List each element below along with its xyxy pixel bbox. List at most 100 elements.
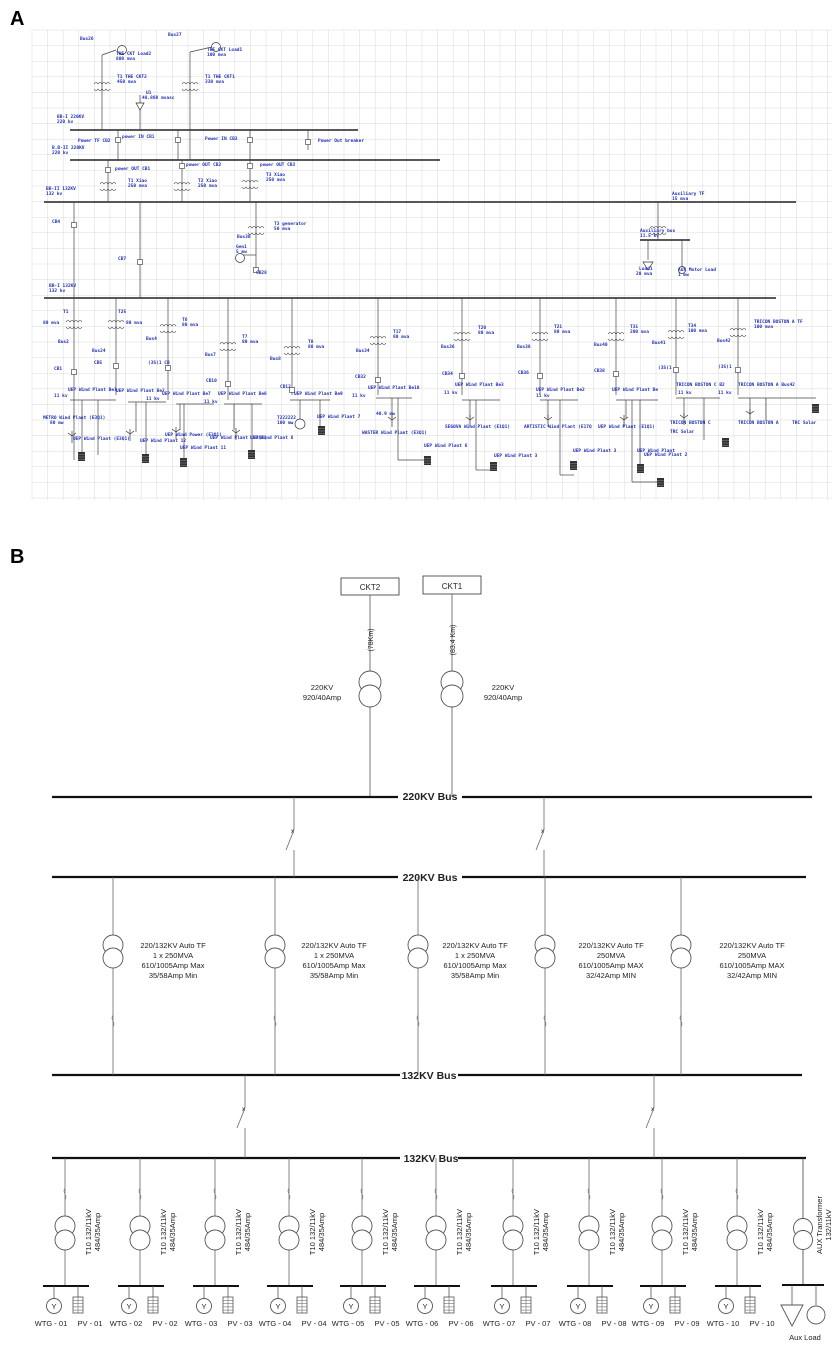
- incoming-transformers: [358, 670, 464, 708]
- sim-label: Load1: [639, 266, 653, 272]
- sim-label: TRICON BOSTON A: [738, 420, 779, 426]
- auto-tf-3-label-1: 220/132KV Auto TF: [442, 941, 508, 950]
- wtg-generator-symbol: [643, 1298, 659, 1314]
- bus-220kv-top-label: 220KV Bus: [403, 791, 458, 803]
- breaker-10: [71, 369, 77, 375]
- pv-panel-8: [637, 464, 644, 473]
- feeder-3: T10 132/11kV 484/35Amp Y WTG - 03 PV - 03: [185, 1158, 253, 1328]
- load1-symbol: [642, 261, 654, 271]
- breaker-6: [247, 163, 253, 169]
- wtg-generator-symbol: [121, 1298, 137, 1314]
- sim-label: CB4: [52, 219, 60, 225]
- feeder-tf-coil-b: [204, 1229, 226, 1251]
- wtg-label: WTG - 05: [332, 1319, 365, 1328]
- feeder-tf-amp: 484/35Amp: [168, 1213, 177, 1251]
- auto-tf-1-label-2: 1 x 250MVA: [153, 951, 193, 960]
- sim-label: BB-I 220KV: [57, 114, 84, 120]
- transformer-0: [93, 82, 111, 91]
- feeder-tf-coil-b: [54, 1229, 76, 1251]
- pv-label: PV - 02: [152, 1319, 177, 1328]
- sim-label: CB12: [280, 384, 291, 390]
- wtg-label: WTG - 03: [185, 1319, 218, 1328]
- feeder-tf-coil-b: [578, 1229, 600, 1251]
- feeder-tf-rating: T10 132/11kV: [381, 1209, 390, 1255]
- sim-label: 80 mva: [182, 322, 199, 328]
- transformer-17: [729, 328, 747, 337]
- sim-label: SEGOVA Wind Plant (E1Q1): [445, 424, 510, 430]
- sim-label: Bus38: [517, 344, 531, 350]
- sim-label: TRICON BOSTON A Bus42: [738, 382, 795, 388]
- sim-label: 80 mva: [242, 339, 259, 345]
- wtg-generator-glyph: Y: [723, 1302, 728, 1311]
- sim-label: 200 mva: [630, 329, 649, 335]
- auto-tf-3-label-2: 1 x 250MVA: [455, 951, 495, 960]
- aux-tf-label-1: AUX Transformer: [815, 1196, 824, 1254]
- pv-panel-9: [657, 478, 664, 487]
- aux-load-triangle: [780, 1304, 804, 1327]
- sim-label: Bus30: [237, 234, 251, 240]
- sim-label: T3 Xiao: [266, 172, 285, 178]
- pv-label: PV - 03: [227, 1319, 252, 1328]
- sim-label: CB1: [54, 366, 62, 372]
- wtg-generator-glyph: Y: [575, 1302, 580, 1311]
- ckt2-line-length: (78Km): [368, 629, 375, 652]
- sim-label: Auxiliary TF: [672, 191, 705, 197]
- sim-label: TRC Solar: [792, 420, 817, 426]
- feeder-tf-rating: T10 132/11kV: [756, 1209, 765, 1255]
- sim-label: UEP Wind Plant 11: [180, 445, 226, 451]
- aux-tf-coil-b: [793, 1230, 813, 1250]
- breaker-2: [247, 137, 253, 143]
- feeder-tf-coil-b: [351, 1229, 373, 1251]
- feeder-9: T10 132/11kV 484/35Amp Y WTG - 09 PV - 09: [632, 1158, 700, 1328]
- sim-label: UEP Wind Plant Be9: [294, 391, 343, 397]
- wtg-generator-glyph: Y: [348, 1302, 353, 1311]
- sim-label: Bus4: [146, 336, 157, 342]
- sim-label: THE CKT Load1: [207, 47, 243, 53]
- sim-label: Power TF CB2: [78, 138, 111, 144]
- sim-label: UEP Wind Plant Be8: [218, 391, 267, 397]
- transformer-8: [107, 320, 125, 329]
- wtg-label: WTG - 08: [559, 1319, 592, 1328]
- svg-text:x: x: [291, 829, 294, 835]
- sim-label: 11 kv: [204, 399, 218, 405]
- pv-panel-6: [490, 462, 497, 471]
- sim-label: 80 mw: [50, 420, 64, 426]
- wind-turbine-8: [679, 413, 689, 425]
- sim-label: BB-II 132KV: [46, 186, 76, 192]
- incoming-tf-1-coil-b: [358, 684, 382, 708]
- wtg-generator-symbol: [494, 1298, 510, 1314]
- sim-label: UEP Wind Plant Be10: [368, 385, 420, 391]
- sim-label: 100 mva: [688, 328, 707, 334]
- sim-label: Bus8: [270, 356, 281, 362]
- sim-label: 11 kv: [444, 390, 458, 396]
- breaker-11: [113, 363, 119, 369]
- canvas-grid: [31, 29, 832, 500]
- wtg-label: WTG - 01: [35, 1319, 68, 1328]
- breaker-12: [165, 365, 171, 371]
- pv-panel-7: [570, 461, 577, 470]
- breaker-16: [459, 373, 465, 379]
- sim-label: T17: [393, 329, 401, 335]
- wtg-generator-glyph: Y: [275, 1302, 280, 1311]
- bus-couplers: [236, 797, 655, 1158]
- wtg-generator-symbol: [196, 1298, 212, 1314]
- sim-label: 11 kv: [718, 390, 732, 396]
- wind-turbine-5: [465, 415, 475, 427]
- transformer-9: [159, 324, 177, 333]
- feeder-6: T10 132/11kV 484/35Amp Y WTG - 06 PV - 06: [406, 1158, 474, 1328]
- sim-label: Gen1: [236, 244, 247, 250]
- breakers: [71, 137, 741, 393]
- breaker-15: [375, 377, 381, 383]
- sim-label: UEP Wind Plant Be3: [455, 382, 504, 388]
- sim-label: 80 mva: [393, 334, 410, 340]
- coupler-cross-marks: x x x x: [242, 829, 654, 1113]
- sim-label: 11 kv: [54, 393, 68, 399]
- pv-label: PV - 04: [301, 1319, 326, 1328]
- pv-panel-0: [78, 452, 85, 461]
- breaker-3: [305, 139, 311, 145]
- transformer-2: [99, 182, 117, 191]
- auto-tf-5-label-1: 220/132KV Auto TF: [719, 941, 785, 950]
- sim-label: (3S)1: [658, 365, 672, 371]
- sim-label: CB34: [442, 371, 453, 377]
